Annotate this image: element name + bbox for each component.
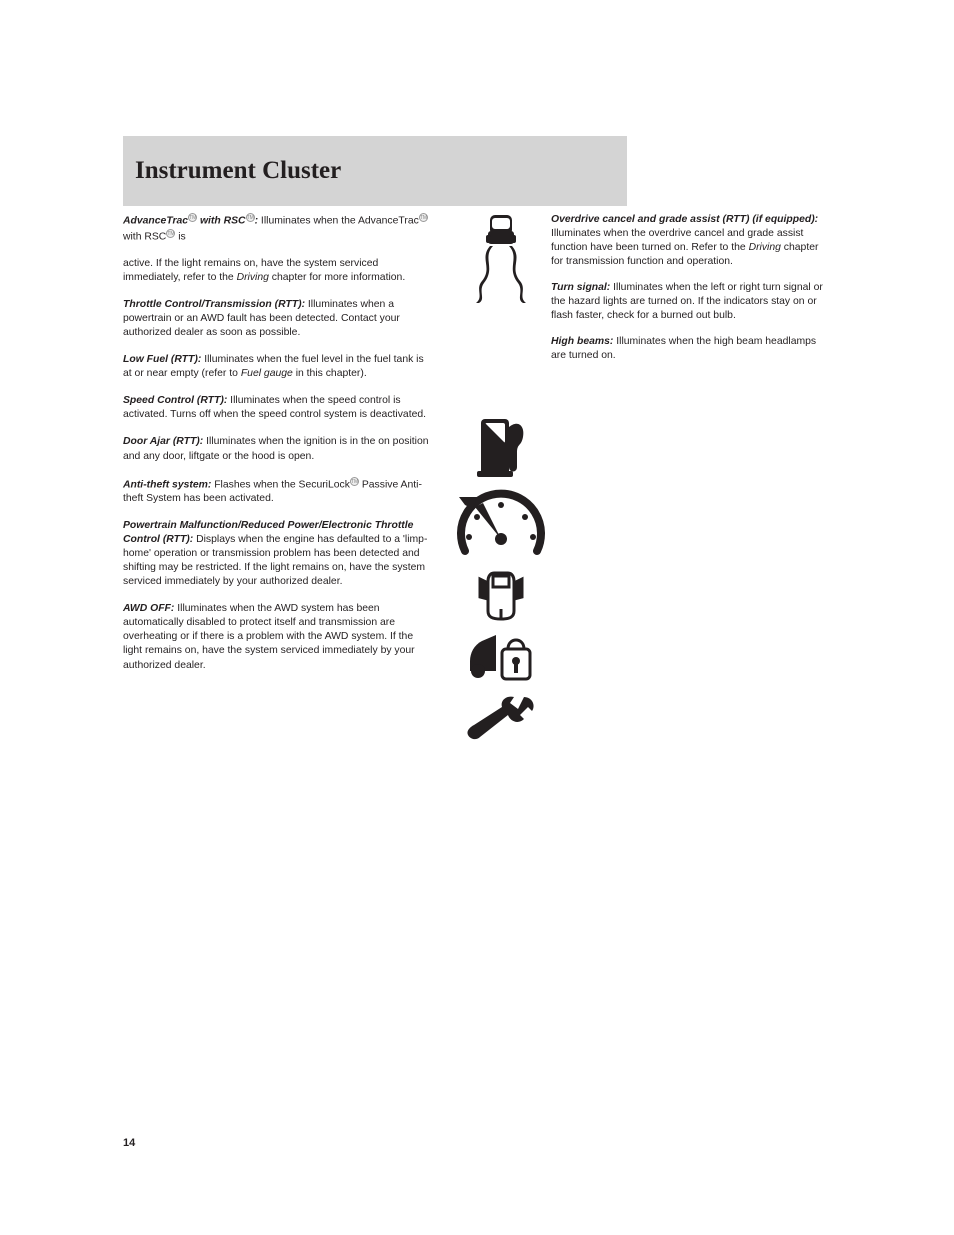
left-column: AdvanceTracTM with RSCTM: Illuminates wh… [123, 213, 433, 686]
skidding-car-icon [451, 213, 551, 303]
bold: with RSC [197, 215, 246, 226]
para-overdrive: Overdrive cancel and grade assist (RTT) … [551, 213, 831, 269]
para-awdoff: AWD OFF: Illuminates when the AWD system… [123, 602, 433, 672]
tm-icon: TM [246, 213, 255, 222]
bold: Throttle Control/Transmission (RTT): [123, 299, 305, 310]
txt: Flashes when the SecuriLock [211, 479, 350, 490]
para-throttle: Throttle Control/Transmission (RTT): Ill… [123, 298, 433, 340]
para-advancetrac-2: active. If the light remains on, have th… [123, 257, 433, 285]
emph: Driving [749, 242, 781, 253]
para-turnsignal: Turn signal: Illuminates when the left o… [551, 281, 831, 323]
door-ajar-icon [451, 569, 551, 621]
wrench-icon [451, 693, 551, 745]
bold: AdvanceTrac [123, 215, 188, 226]
header-band: Instrument Cluster [123, 136, 627, 206]
para-antitheft: Anti-theft system: Flashes when the Secu… [123, 477, 433, 507]
row-lock-icon [451, 631, 831, 683]
bold: Anti-theft system: [123, 479, 211, 490]
page-number: 14 [123, 1137, 135, 1149]
txt: with RSC [123, 231, 166, 242]
page-title: Instrument Cluster [135, 157, 341, 185]
txt: is [175, 231, 185, 242]
tm-icon: TM [419, 213, 428, 222]
para-speedcontrol: Speed Control (RTT): Illuminates when th… [123, 394, 433, 422]
emph: Fuel gauge [241, 368, 293, 379]
row-fuel-icon [451, 415, 831, 479]
speedometer-icon [451, 489, 551, 561]
txt: in this chapter). [293, 368, 367, 379]
tm-icon: TM [166, 229, 175, 238]
car-lock-icon [451, 631, 551, 683]
para-doorajar: Door Ajar (RTT): Illuminates when the ig… [123, 435, 433, 463]
right-column: Overdrive cancel and grade assist (RTT) … [451, 213, 831, 755]
bold: AWD OFF: [123, 603, 174, 614]
spacer [451, 385, 831, 415]
fuel-pump-icon [451, 415, 551, 479]
bold: Turn signal: [551, 282, 610, 293]
txt: chapter for more information. [269, 272, 405, 283]
bold: Speed Control (RTT): [123, 395, 227, 406]
bold: High beams: [551, 336, 613, 347]
tm-icon: TM [188, 213, 197, 222]
para-highbeams: High beams: Illuminates when the high be… [551, 335, 831, 363]
row-skid-icon: Overdrive cancel and grade assist (RTT) … [451, 213, 831, 375]
tm-icon: TM [350, 477, 359, 486]
para-lowfuel: Low Fuel (RTT): Illuminates when the fue… [123, 353, 433, 381]
row-wrench-icon [451, 693, 831, 745]
para-powertrain: Powertrain Malfunction/Reduced Power/Ele… [123, 519, 433, 589]
bold: Low Fuel (RTT): [123, 354, 201, 365]
txt: Illuminates when the AdvanceTrac [258, 215, 419, 226]
bold: Overdrive cancel and grade assist (RTT) … [551, 214, 818, 225]
bold: Door Ajar (RTT): [123, 436, 203, 447]
row-overdrive-text: Overdrive cancel and grade assist (RTT) … [551, 213, 831, 375]
row-speed-icon [451, 489, 831, 561]
para-advancetrac: AdvanceTracTM with RSCTM: Illuminates wh… [123, 213, 433, 244]
emph: Driving [237, 272, 269, 283]
row-door-icon [451, 569, 831, 621]
